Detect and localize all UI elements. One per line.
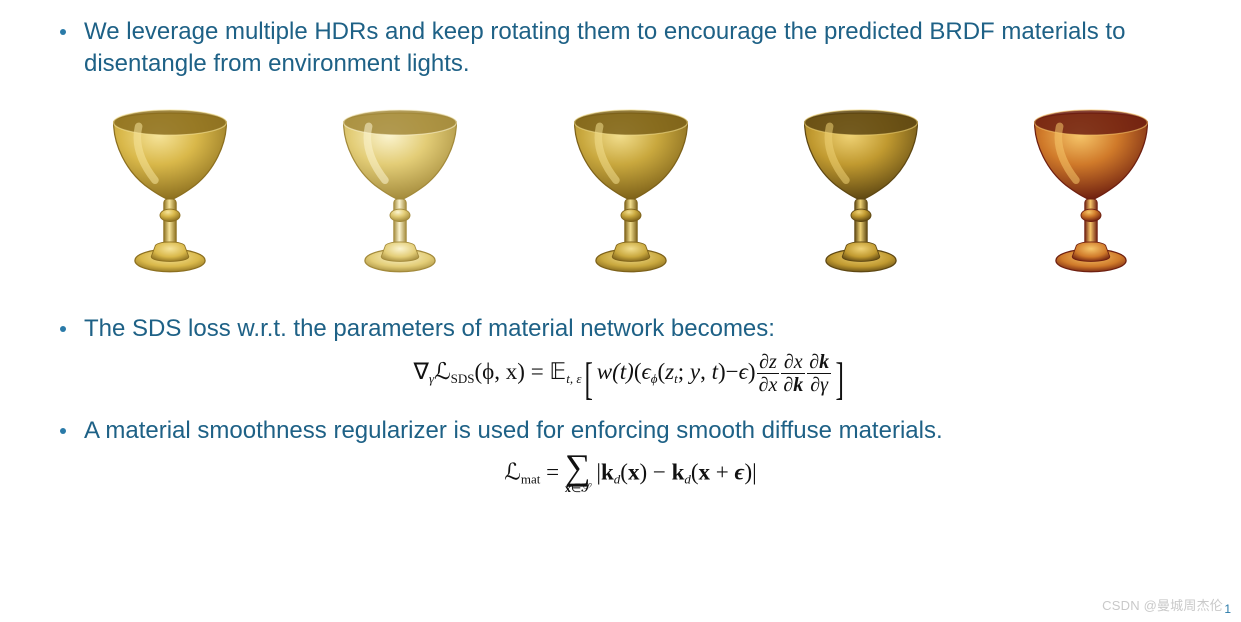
goblet-hdr-2	[310, 95, 490, 295]
bullet-1: We leverage multiple HDRs and keep rotat…	[60, 16, 1201, 81]
goblet-icon	[546, 95, 716, 283]
goblet-hdr-1	[80, 95, 260, 295]
goblet-icon	[315, 95, 485, 283]
bullet-dot-icon	[60, 428, 66, 434]
page-number: 1	[1224, 602, 1231, 616]
goblet-icon	[776, 95, 946, 283]
slide: We leverage multiple HDRs and keep rotat…	[0, 0, 1241, 622]
bullet-dot-icon	[60, 326, 66, 332]
bullet-dot-icon	[60, 29, 66, 35]
bullet-3: A material smoothness regularizer is use…	[60, 415, 1201, 447]
goblet-hdr-5	[1001, 95, 1181, 295]
goblet-hdr-4	[771, 95, 951, 295]
goblet-row	[80, 95, 1181, 295]
equation-material-regularizer: ℒmat = ∑x∈𝒮 |kd(x) − kd(x + ϵ)|	[60, 453, 1201, 495]
bullet-2: The SDS loss w.r.t. the parameters of ma…	[60, 313, 1201, 345]
goblet-icon	[1006, 95, 1176, 283]
bullet-3-text: A material smoothness regularizer is use…	[84, 415, 943, 447]
equation-sds-grad: ∇γℒSDS(ϕ, x) = 𝔼t, ε[w(t)(ϵϕ(zt; y, t)−ϵ…	[60, 351, 1201, 404]
goblet-hdr-3	[541, 95, 721, 295]
goblet-icon	[85, 95, 255, 283]
bullet-1-text: We leverage multiple HDRs and keep rotat…	[84, 16, 1201, 81]
watermark-text: CSDN @曼城周杰伦	[1102, 595, 1223, 614]
bullet-2-text: The SDS loss w.r.t. the parameters of ma…	[84, 313, 775, 345]
